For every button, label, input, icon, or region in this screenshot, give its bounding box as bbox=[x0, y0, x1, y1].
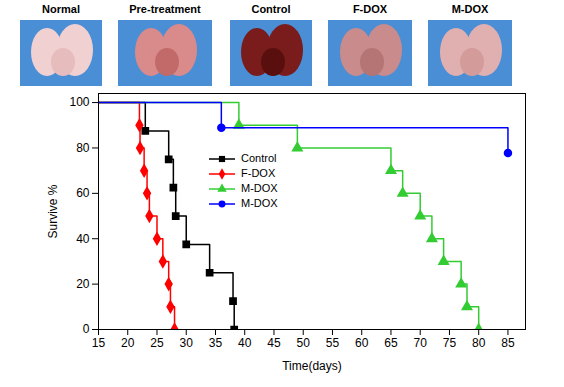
svg-text:25: 25 bbox=[150, 336, 164, 350]
svg-text:100: 100 bbox=[69, 95, 89, 109]
svg-text:Control: Control bbox=[251, 3, 290, 15]
svg-text:15: 15 bbox=[92, 336, 106, 350]
svg-text:80: 80 bbox=[472, 336, 486, 350]
html-text:M-DOX: M-DOX bbox=[241, 182, 278, 194]
svg-text:45: 45 bbox=[267, 336, 281, 350]
svg-text:F-DOX: F-DOX bbox=[353, 3, 388, 15]
svg-text:55: 55 bbox=[326, 336, 340, 350]
svg-text:60: 60 bbox=[355, 336, 369, 350]
html-text:Control: Control bbox=[241, 152, 277, 164]
svg-text:35: 35 bbox=[209, 336, 223, 350]
svg-text:50: 50 bbox=[297, 336, 311, 350]
svg-text:20: 20 bbox=[76, 277, 90, 291]
svg-text:M-DOX: M-DOX bbox=[452, 3, 489, 15]
svg-text:0: 0 bbox=[83, 322, 90, 336]
svg-text:Time(days): Time(days) bbox=[282, 359, 342, 373]
html-text:M-DOX: M-DOX bbox=[241, 197, 278, 209]
svg-text:70: 70 bbox=[414, 336, 428, 350]
svg-text:30: 30 bbox=[180, 336, 194, 350]
svg-text:Normal: Normal bbox=[42, 3, 80, 15]
svg-text:80: 80 bbox=[76, 141, 90, 155]
svg-text:40: 40 bbox=[238, 336, 252, 350]
svg-text:Survive %: Survive % bbox=[46, 184, 60, 238]
svg-text:40: 40 bbox=[76, 232, 90, 246]
svg-text:75: 75 bbox=[443, 336, 457, 350]
svg-text:85: 85 bbox=[501, 336, 515, 350]
html-text:F-DOX: F-DOX bbox=[241, 167, 276, 179]
svg-text:60: 60 bbox=[76, 186, 90, 200]
svg-text:20: 20 bbox=[121, 336, 135, 350]
svg-text:65: 65 bbox=[384, 336, 398, 350]
svg-text:Pre-treatment: Pre-treatment bbox=[129, 3, 201, 15]
